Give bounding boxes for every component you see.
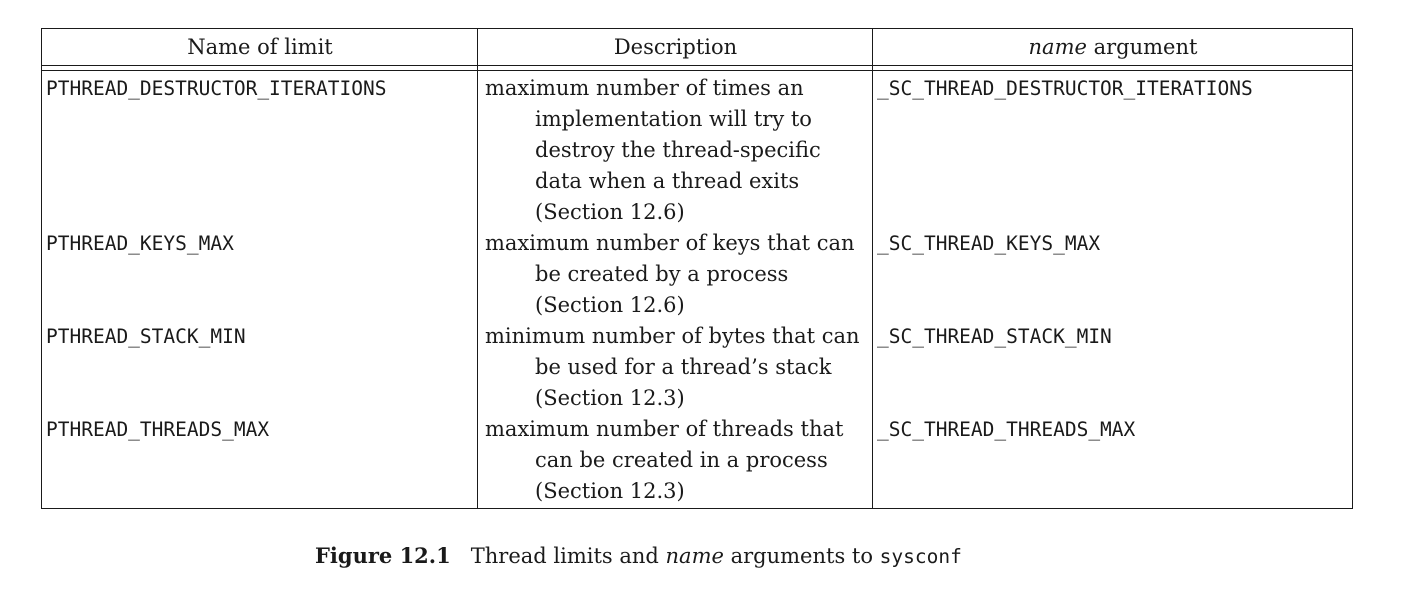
- name-argument-cell: _SC_THREAD_THREADS_MAX: [877, 418, 1136, 441]
- header-rule-top: [42, 65, 1352, 66]
- table-row: PTHREAD_KEYS_MAX maximum number of keys t…: [42, 228, 1352, 321]
- column-divider-1: [477, 29, 478, 508]
- limit-name-cell: PTHREAD_KEYS_MAX: [46, 232, 234, 255]
- header-name-argument: name argument: [873, 29, 1353, 65]
- description-cell: maximum number of threads that can be cre…: [485, 414, 843, 507]
- description-line: be created by a process: [535, 262, 789, 286]
- table-row: PTHREAD_DESTRUCTOR_ITERATIONS maximum num…: [42, 73, 1352, 228]
- description-cell: maximum number of times an implementation…: [485, 73, 821, 228]
- name-argument-cell: _SC_THREAD_STACK_MIN: [877, 325, 1112, 348]
- thread-limits-table: Name of limit Description name argument …: [41, 28, 1353, 509]
- description-cell: minimum number of bytes that can be used …: [485, 321, 860, 414]
- description-line: maximum number of times an: [485, 76, 804, 100]
- name-argument-cell: _SC_THREAD_KEYS_MAX: [877, 232, 1101, 255]
- table-row: PTHREAD_THREADS_MAX maximum number of thr…: [42, 414, 1352, 507]
- description-line: data when a thread exits: [535, 169, 800, 193]
- caption-text-after: arguments to: [730, 544, 873, 568]
- description-line: implementation will try to: [535, 107, 812, 131]
- name-argument-cell: _SC_THREAD_DESTRUCTOR_ITERATIONS: [877, 77, 1253, 100]
- header-rule-bottom: [42, 70, 1352, 71]
- description-line: minimum number of bytes that can: [485, 324, 860, 348]
- header-name-argument-italic: name: [1028, 35, 1087, 59]
- caption-code: sysconf: [879, 545, 962, 568]
- limit-name-cell: PTHREAD_STACK_MIN: [46, 325, 246, 348]
- description-line: (Section 12.6): [535, 293, 685, 317]
- limit-name-cell: PTHREAD_THREADS_MAX: [46, 418, 270, 441]
- description-line: maximum number of keys that can: [485, 231, 855, 255]
- table-row: PTHREAD_STACK_MIN minimum number of bytes…: [42, 321, 1352, 414]
- header-description: Description: [613, 35, 738, 59]
- header-name-of-limit: Name of limit: [187, 35, 333, 59]
- column-divider-2: [872, 29, 873, 508]
- description-cell: maximum number of keys that can be create…: [485, 228, 855, 321]
- description-line: (Section 12.6): [535, 200, 685, 224]
- table-header: Name of limit Description name argument: [42, 29, 1352, 65]
- description-line: destroy the thread-specific: [535, 138, 821, 162]
- description-line: (Section 12.3): [535, 386, 685, 410]
- figure-caption: Figure 12.1 Thread limits and name argum…: [315, 541, 962, 572]
- description-line: be used for a thread’s stack: [535, 355, 832, 379]
- description-line: can be created in a process: [535, 448, 828, 472]
- header-name-argument-rest: argument: [1093, 35, 1198, 59]
- limit-name-cell: PTHREAD_DESTRUCTOR_ITERATIONS: [46, 77, 387, 100]
- caption-text-before: Thread limits and: [470, 544, 659, 568]
- caption-label: Figure 12.1: [315, 543, 451, 568]
- caption-italic-word: name: [665, 544, 724, 568]
- description-line: maximum number of threads that: [485, 417, 844, 441]
- description-line: (Section 12.3): [535, 479, 685, 503]
